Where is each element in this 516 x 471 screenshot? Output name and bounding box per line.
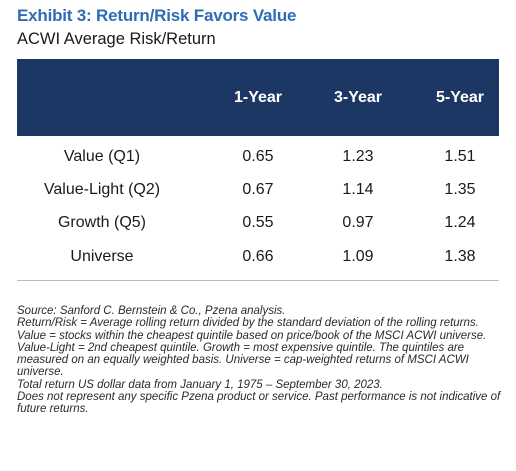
row-label: Growth (Q5) <box>57 214 146 231</box>
column-header-3-year: 3-Year <box>333 89 383 106</box>
column-header-1-year: 1-Year <box>233 89 283 106</box>
return-risk-note: Return/Risk = Average rolling return div… <box>17 317 479 330</box>
table-cell: 1.38 <box>444 248 476 265</box>
table-cell: 0.67 <box>242 181 274 198</box>
disclaimer-note: Does not represent any specific Pzena pr… <box>17 391 501 416</box>
table-cell: 0.97 <box>342 214 374 231</box>
definitions-note: Value = stocks within the cheapest quint… <box>17 329 487 379</box>
table-cell: 1.09 <box>342 248 374 265</box>
table-row: Value-Light (Q2) 0.67 1.14 1.35 <box>17 174 499 208</box>
footnotes: Source: Sanford C. Bernstein & Co., Pzen… <box>17 305 502 416</box>
table-row: Growth (Q5) 0.55 0.97 1.24 <box>17 207 499 241</box>
table-cell: 1.23 <box>342 148 374 165</box>
table-row: Universe 0.66 1.09 1.38 <box>17 241 499 275</box>
table-cell: 1.35 <box>444 181 476 198</box>
source-note: Source: Sanford C. Bernstein & Co., Pzen… <box>17 305 286 317</box>
row-label: Universe <box>70 248 134 265</box>
table-cell: 0.55 <box>242 214 274 231</box>
exhibit-subtitle: ACWI Average Risk/Return <box>17 30 216 48</box>
table-header: 1-Year 3-Year 5-Year <box>17 59 499 136</box>
table-cell: 1.24 <box>444 214 476 231</box>
row-label: Value (Q1) <box>63 148 141 165</box>
column-header-5-year: 5-Year <box>435 89 485 106</box>
table-cell: 1.14 <box>342 181 374 198</box>
table-cell: 0.66 <box>242 248 274 265</box>
row-label: Value-Light (Q2) <box>43 181 161 198</box>
table-cell: 0.65 <box>242 148 274 165</box>
table-bottom-divider <box>17 280 499 281</box>
table-row: Value (Q1) 0.65 1.23 1.51 <box>17 141 499 175</box>
exhibit-title: Exhibit 3: Return/Risk Favors Value <box>17 6 297 25</box>
data-period-note: Total return US dollar data from January… <box>17 378 383 391</box>
table-cell: 1.51 <box>444 148 476 165</box>
